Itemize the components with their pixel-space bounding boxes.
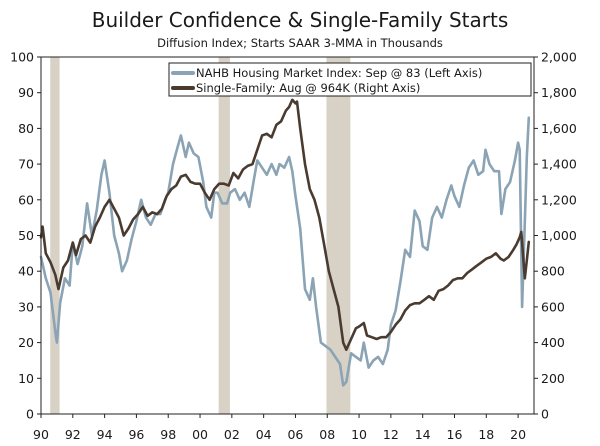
x-tick-label: 92 [65, 427, 81, 442]
chart-title: Builder Confidence & Single-Family Start… [92, 8, 509, 32]
right-tick-label: 1,000 [541, 228, 577, 243]
x-tick-label: 90 [33, 427, 49, 442]
left-tick-label: 60 [18, 192, 34, 207]
nahb-index-line [39, 116, 531, 387]
right-tick-label: 200 [541, 371, 565, 386]
recession-bar-2 [218, 57, 230, 414]
left-tick-label: 0 [26, 407, 34, 422]
x-tick-label: 10 [351, 427, 367, 442]
right-tick-label: 1,800 [541, 85, 577, 100]
legend-label-starts: Single-Family: Aug @ 964K (Right Axis) [196, 81, 420, 95]
x-tick-label: 96 [128, 427, 144, 442]
legend-box [168, 62, 532, 97]
x-tick-label: 16 [447, 427, 463, 442]
legend-label-nahb: NAHB Housing Market Index: Sep @ 83 (Lef… [196, 66, 482, 80]
right-tick-label: 400 [541, 335, 565, 350]
series-lines [39, 98, 531, 387]
x-tick-label: 18 [478, 427, 494, 442]
left-tick-label: 80 [18, 121, 34, 136]
left-tick-label: 70 [18, 157, 34, 172]
single-family-starts-line [39, 98, 531, 351]
left-tick-label: 50 [18, 228, 34, 243]
x-tick-label: 14 [415, 427, 431, 442]
x-tick-label: 08 [319, 427, 335, 442]
right-tick-label: 1,600 [541, 121, 577, 136]
recession-bar-3 [326, 57, 351, 414]
recession-bar-1 [50, 57, 60, 414]
chart-subtitle: Diffusion Index; Starts SAAR 3-MMA in Th… [157, 36, 443, 50]
x-tick-label: 12 [383, 427, 399, 442]
x-tick-label: 94 [97, 427, 113, 442]
right-tick-label: 1,400 [541, 157, 577, 172]
left-tick-label: 10 [18, 371, 34, 386]
x-tick-label: 06 [287, 427, 303, 442]
right-tick-label: 1,200 [541, 192, 577, 207]
right-tick-label: 600 [541, 299, 565, 314]
x-tick-label: 02 [224, 427, 240, 442]
left-tick-label: 20 [18, 335, 34, 350]
right-axis: 0 200 400 600 800 1,000 1,200 1,400 1,600 1,800 2,… [534, 50, 577, 422]
x-tick-label: 98 [160, 427, 176, 442]
right-tick-label: 0 [541, 407, 549, 422]
left-tick-label: 30 [18, 299, 34, 314]
x-tick-label: 00 [192, 427, 208, 442]
left-axis: 0 10 20 30 40 50 60 70 80 90 100 [10, 50, 41, 422]
recession-shading [50, 57, 351, 414]
x-axis: 90 92 94 96 98 00 02 04 06 08 10 12 14 16 18 20 [33, 414, 526, 442]
right-tick-label: 2,000 [541, 50, 577, 65]
right-tick-label: 800 [541, 264, 565, 279]
legend: NAHB Housing Market Index: Sep @ 83 (Lef… [168, 62, 532, 97]
x-tick-label: 04 [256, 427, 272, 442]
x-tick-label: 20 [510, 427, 526, 442]
left-tick-label: 100 [10, 50, 34, 65]
left-tick-label: 40 [18, 264, 34, 279]
left-tick-label: 90 [18, 85, 34, 100]
